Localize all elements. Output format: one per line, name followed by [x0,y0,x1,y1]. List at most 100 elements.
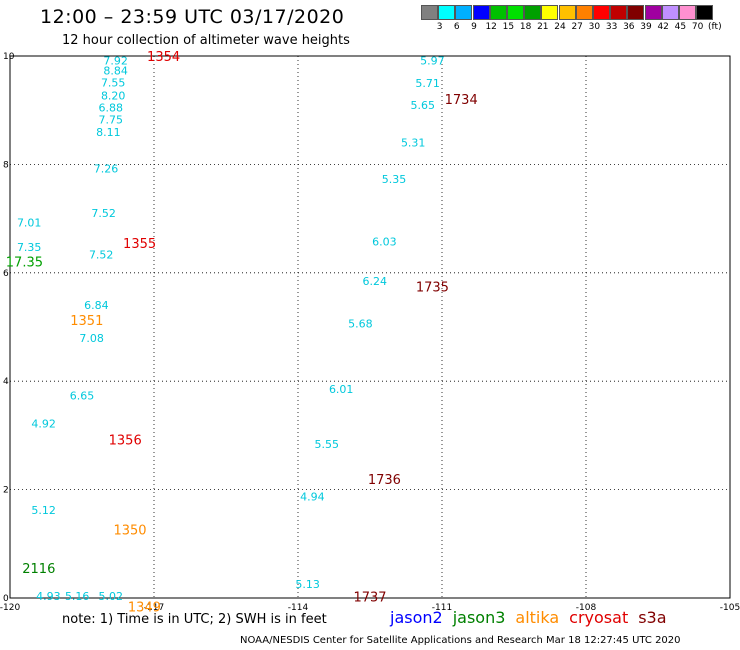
wave-height-value: 6.01 [329,383,354,396]
colorbar-swatch [472,5,490,20]
wave-height-value: 5.13 [295,578,320,591]
chart-title: 12:00 – 23:59 UTC 03/17/2020 [40,6,345,28]
x-tick-label: -105 [720,603,740,613]
y-tick-label: 8 [3,160,9,170]
colorbar-label: 45 [674,22,687,32]
wave-height-value: 6.88 [99,101,124,114]
colorbar-label: 18 [519,22,532,32]
pass-time-label: 1736 [368,473,401,488]
colorbar-swatch [489,5,507,20]
pass-time-label: 1354 [147,50,180,65]
wave-height-value: 6.84 [84,299,109,312]
satellite-legend-jason2: jason2 [390,608,443,627]
wave-height-value: 5.02 [99,590,124,603]
wave-height-value: 7.55 [101,77,126,90]
y-tick-label: 0 [3,594,9,604]
x-tick-label: -108 [576,603,597,613]
colorbar-swatch [696,5,714,20]
chart-subtitle: 12 hour collection of altimeter wave hei… [62,33,350,48]
colorbar-swatch [627,5,645,20]
colorbar-swatch [438,5,456,20]
colorbar-label: 21 [537,22,549,32]
pass-time-label: 1734 [445,93,478,108]
colorbar-swatch [593,5,610,20]
colorbar-swatch [575,5,593,20]
wave-height-value: 4.92 [31,417,56,430]
y-tick-label: 10 [3,52,15,62]
colorbar-swatch [455,5,473,20]
wave-height-value: 5.12 [31,504,56,517]
wave-height-value: 5.97 [420,54,445,67]
satellite-legend-s3a: s3a [638,608,667,627]
colorbar-label: 42 [657,22,669,32]
pass-time-label: 1355 [123,237,156,252]
pass-time-label: 1737 [353,590,386,605]
satellite-legend-cryosat: cryosat [569,608,629,627]
satellite-legend-altika: altika [515,608,560,627]
colorbar-swatch [507,5,524,20]
wave-height-value: 6.03 [372,235,397,248]
colorbar-swatch [524,5,542,20]
pass-time-label: 17.35 [6,255,43,270]
x-tick-label: -111 [432,603,452,613]
colorbar-swatch [644,5,662,20]
pass-time-label: 1356 [109,434,142,449]
colorbar-label: 6 [453,22,460,32]
colorbar-swatch [610,5,628,20]
colorbar-swatch [421,5,438,20]
satellite-legend: jason2 jason3 altika cryosat s3a [390,608,677,627]
wave-height-value: 8.20 [101,90,126,103]
pass-time-label: 2116 [22,562,55,577]
wave-height-value: 5.35 [382,173,407,186]
colorbar-swatch [679,5,696,20]
colorbar-label: 39 [640,22,652,32]
wave-height-value: 7.26 [94,163,119,176]
wave-height-value: 5.31 [401,137,426,150]
y-tick-label: 4 [3,377,9,387]
wave-height-value: 4.94 [300,491,325,504]
wave-height-value: 8.11 [96,126,121,139]
credit-line: NOAA/NESDIS Center for Satellite Applica… [240,635,681,646]
wave-height-value: 5.71 [415,77,440,90]
plot-frame [9,55,731,599]
colorbar-label: 9 [471,22,477,32]
colorbar-swatch [558,5,576,20]
wave-height-value: 7.01 [17,216,42,229]
colorbar-label: 70 [691,22,704,32]
colorbar-label: 27 [571,22,583,32]
pass-time-label: 1351 [70,314,103,329]
wave-height-value: 7.08 [79,332,104,345]
wave-height-value: 5.68 [348,318,373,331]
wave-height-value: 5.65 [411,99,436,112]
x-tick-label: -120 [0,603,20,613]
pass-time-label: 1735 [416,280,449,295]
colorbar-label: 33 [605,22,618,32]
colorbar-swatch [661,5,679,20]
pass-time-label: 1350 [113,524,146,539]
wave-height-value: 5.55 [315,438,340,451]
colorbar-label: 12 [485,22,497,32]
wave-height-value: 6.65 [70,389,95,402]
colorbar-label: 3 [436,22,443,32]
colorbar-label: 36 [623,22,635,32]
wave-height-value: 7.35 [17,241,42,254]
wave-height-value: 7.52 [91,207,116,220]
pass-time-label: 1349 [128,601,161,616]
units-note: note: 1) Time is in UTC; 2) SWH is in fe… [62,612,327,627]
colorbar-label: 15 [502,22,515,32]
wave-height-value: 7.75 [99,113,124,126]
colorbar-label: (ft) [708,22,722,32]
x-tick-label: -117 [144,603,164,613]
wave-height-value: 7.92 [103,54,128,67]
wave-height-value: 6.24 [363,275,388,288]
x-tick-label: -114 [288,603,309,613]
y-tick-label: 6 [3,269,9,279]
colorbar-label: 24 [554,22,566,32]
satellite-legend-jason3: jason3 [452,608,506,627]
y-tick-label: 2 [3,486,9,496]
wave-height-value: 8.84 [103,65,128,78]
colorbar-label: 30 [588,22,601,32]
colorbar-swatch [541,5,559,20]
wave-height-value: 5.16 [65,590,90,603]
